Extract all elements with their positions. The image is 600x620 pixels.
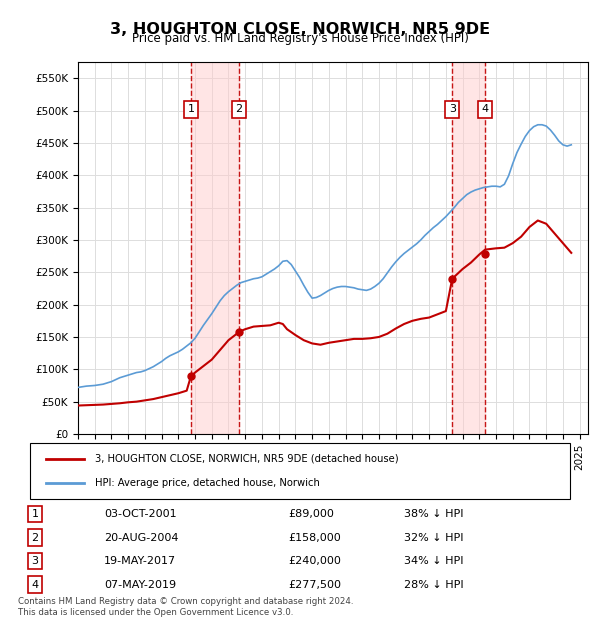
Text: 4: 4 xyxy=(31,580,38,590)
Text: 34% ↓ HPI: 34% ↓ HPI xyxy=(404,556,463,566)
Text: 4: 4 xyxy=(482,104,489,114)
Text: Price paid vs. HM Land Registry's House Price Index (HPI): Price paid vs. HM Land Registry's House … xyxy=(131,32,469,45)
Text: 1: 1 xyxy=(187,104,194,114)
Text: 38% ↓ HPI: 38% ↓ HPI xyxy=(404,509,463,519)
Text: 19-MAY-2017: 19-MAY-2017 xyxy=(104,556,176,566)
Text: 1: 1 xyxy=(32,509,38,519)
Text: £89,000: £89,000 xyxy=(289,509,334,519)
Text: HPI: Average price, detached house, Norwich: HPI: Average price, detached house, Norw… xyxy=(95,479,320,489)
Text: 2: 2 xyxy=(235,104,242,114)
Text: 28% ↓ HPI: 28% ↓ HPI xyxy=(404,580,463,590)
Bar xyxy=(452,62,485,434)
Text: £158,000: £158,000 xyxy=(289,533,341,542)
Text: £240,000: £240,000 xyxy=(289,556,341,566)
Text: 3: 3 xyxy=(32,556,38,566)
Text: 3, HOUGHTON CLOSE, NORWICH, NR5 9DE: 3, HOUGHTON CLOSE, NORWICH, NR5 9DE xyxy=(110,22,490,37)
FancyBboxPatch shape xyxy=(30,443,570,499)
Text: 32% ↓ HPI: 32% ↓ HPI xyxy=(404,533,463,542)
Text: 03-OCT-2001: 03-OCT-2001 xyxy=(104,509,177,519)
Bar xyxy=(191,62,239,434)
Text: 2: 2 xyxy=(31,533,38,542)
Text: 07-MAY-2019: 07-MAY-2019 xyxy=(104,580,176,590)
Text: Contains HM Land Registry data © Crown copyright and database right 2024.
This d: Contains HM Land Registry data © Crown c… xyxy=(18,598,353,617)
Text: 3, HOUGHTON CLOSE, NORWICH, NR5 9DE (detached house): 3, HOUGHTON CLOSE, NORWICH, NR5 9DE (det… xyxy=(95,454,398,464)
Text: £277,500: £277,500 xyxy=(289,580,341,590)
Text: 3: 3 xyxy=(449,104,456,114)
Text: 20-AUG-2004: 20-AUG-2004 xyxy=(104,533,179,542)
